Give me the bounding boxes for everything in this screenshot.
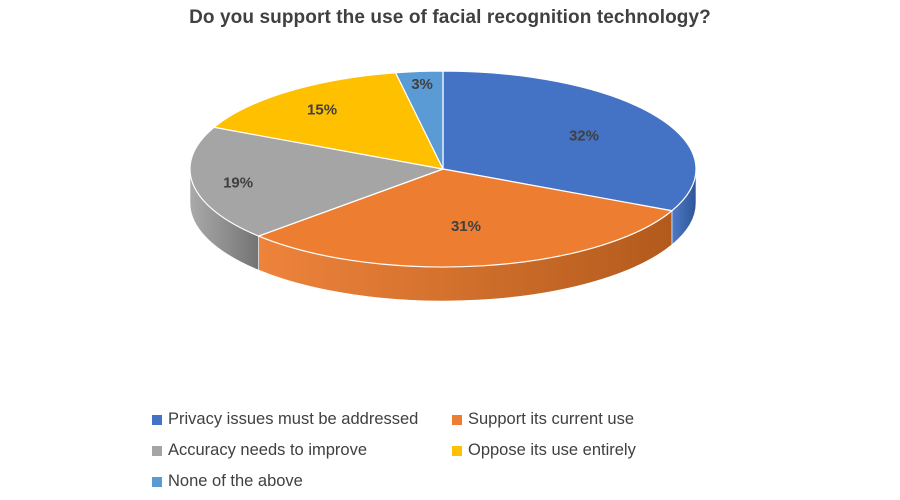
legend-item-oppose: Oppose its use entirely	[452, 441, 636, 460]
legend-swatch	[152, 476, 162, 487]
legend-label: Accuracy needs to improve	[168, 441, 368, 459]
legend-label: None of the above	[168, 472, 303, 490]
pie-slice-4	[213, 72, 444, 170]
legend-swatch	[152, 414, 162, 425]
legend-label: Oppose its use entirely	[468, 441, 636, 459]
pie-slice-1	[442, 70, 697, 212]
data-label-1: 32%	[569, 127, 599, 144]
legend-swatch	[452, 445, 462, 456]
chart-title: Do you support the use of facial recogni…	[189, 7, 711, 28]
pie-slice-2	[257, 168, 673, 268]
legend-item-none: None of the above	[152, 472, 303, 491]
pie-slice-5	[394, 70, 444, 170]
pie-labels: 32% 31% 19% 15% 3%	[223, 76, 599, 235]
pie-tops	[189, 70, 697, 268]
legend-swatch	[452, 414, 462, 425]
data-label-3: 19%	[223, 175, 253, 192]
legend-swatch	[152, 445, 162, 456]
legend-item-support: Support its current use	[452, 410, 634, 429]
legend-item-privacy: Privacy issues must be addressed	[152, 410, 418, 429]
legend-label: Privacy issues must be addressed	[168, 410, 419, 428]
pie-chart: 32% 31% 19% 15% 3%	[189, 70, 697, 302]
data-label-2: 31%	[451, 218, 481, 235]
data-label-4: 15%	[307, 102, 337, 119]
legend-item-accuracy: Accuracy needs to improve	[152, 441, 367, 460]
pie-slice-3	[189, 126, 444, 237]
data-label-5: 3%	[411, 76, 433, 93]
legend-label: Support its current use	[468, 410, 634, 428]
